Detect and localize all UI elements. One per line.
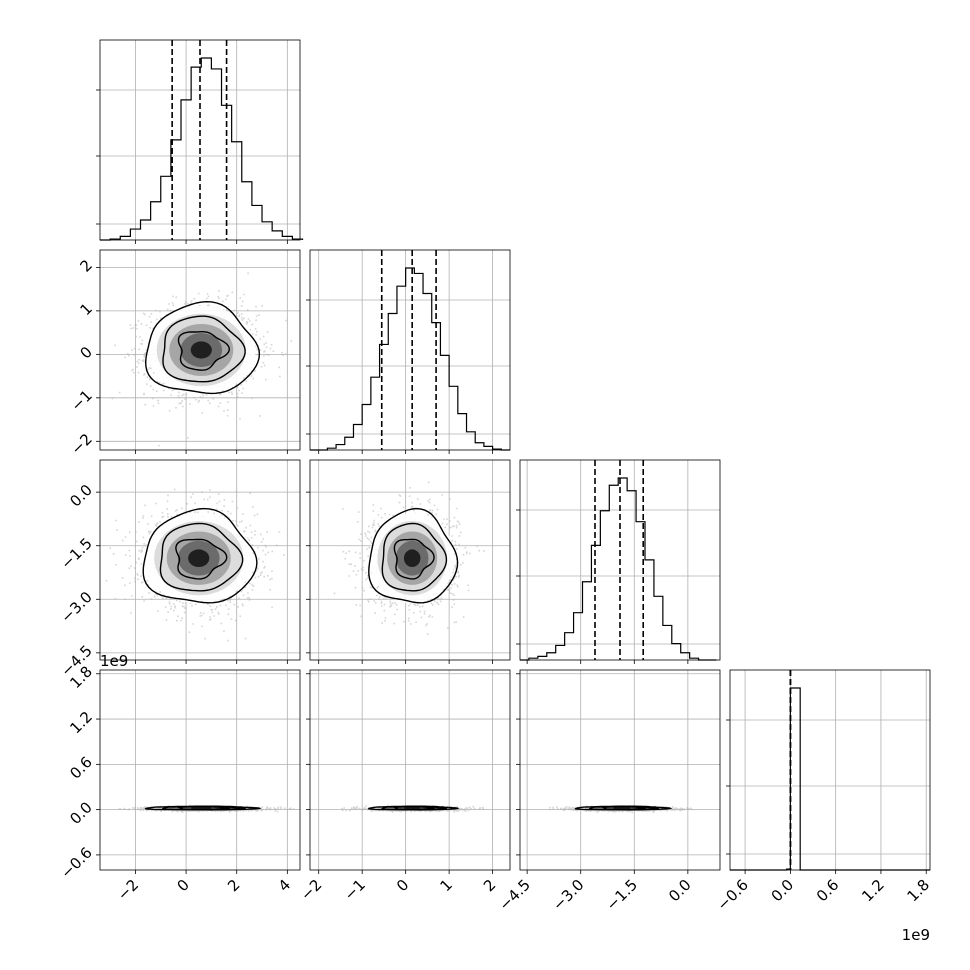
panel-frame	[519, 459, 721, 661]
y-tick-label: 2	[76, 256, 95, 275]
pair-content	[341, 804, 484, 813]
pair-panel-1-3	[306, 669, 511, 874]
y-tick-label: −0.6	[57, 844, 95, 882]
contour-line	[162, 315, 246, 383]
panel-frame	[99, 39, 301, 241]
y-tick-label: 1.2	[66, 708, 96, 738]
pair-panel-2-3	[516, 669, 721, 874]
y-offset-label: 1e9	[100, 652, 128, 670]
pair-content	[105, 488, 300, 642]
y-tick-label: 0.0	[66, 481, 96, 511]
density-level	[612, 806, 631, 810]
contour-line	[177, 805, 230, 811]
contour-line	[175, 538, 228, 580]
y-tick-label: 0.6	[66, 753, 96, 783]
pair-panel-0-2	[96, 459, 301, 664]
x-tick-label: 2	[224, 876, 243, 895]
contour-line	[393, 538, 435, 580]
y-tick-label: 0	[76, 343, 95, 362]
x-tick-label: −3.0	[549, 876, 587, 914]
panel-frame	[309, 669, 511, 871]
x-tick-label: −1.5	[603, 876, 641, 914]
contour-line	[177, 331, 230, 371]
histogram-panel-2	[516, 459, 721, 664]
histogram-panel-0	[96, 39, 304, 244]
x-tick-label: 4	[275, 876, 294, 895]
x-tick-label: 0.0	[768, 876, 798, 906]
panel-frame	[99, 249, 301, 451]
x-tick-label: 0.6	[813, 876, 843, 906]
histogram-step	[520, 477, 717, 661]
y-tick-label: −3.0	[57, 588, 95, 626]
y-tick-label: 0.0	[66, 798, 96, 828]
histogram-panel-3	[726, 669, 931, 874]
density-level	[403, 549, 421, 568]
x-tick-label: −2	[114, 876, 142, 904]
x-tick-label: −1	[341, 876, 369, 904]
density-level	[190, 341, 212, 359]
x-tick-label: −2	[297, 876, 325, 904]
x-tick-label: −4.5	[495, 876, 533, 914]
panel-frame	[519, 669, 721, 871]
pair-panel-0-1	[96, 249, 301, 454]
x-tick-label: 1.8	[903, 876, 933, 906]
contour-line	[142, 507, 258, 604]
pair-content	[333, 481, 485, 635]
contour-line	[393, 805, 435, 811]
histogram-step	[310, 267, 510, 451]
histogram-step	[730, 687, 930, 871]
panel-frame	[99, 459, 301, 661]
pair-content	[549, 805, 694, 814]
panel-frame	[309, 249, 511, 451]
contour-line	[602, 805, 646, 811]
pair-content	[118, 804, 295, 813]
panel-frame	[309, 459, 511, 661]
density-level	[188, 549, 210, 568]
pair-panel-0-3	[96, 669, 301, 874]
x-offset-label: 1e9	[902, 926, 930, 944]
y-tick-label: −1.5	[57, 534, 95, 572]
contour-line	[368, 507, 459, 604]
x-tick-label: 1	[436, 876, 455, 895]
pair-content	[111, 272, 293, 447]
contour-line	[159, 522, 244, 592]
x-tick-label: 1.2	[858, 876, 888, 906]
y-tick-label: 1	[76, 300, 95, 319]
contour-line	[144, 300, 261, 395]
y-tick-label: −1	[68, 387, 96, 415]
x-tick-label: 2	[480, 876, 499, 895]
x-tick-label: 0	[173, 876, 192, 895]
panel-frame	[99, 669, 301, 871]
contour-line	[381, 522, 448, 592]
density-level	[403, 806, 421, 810]
x-tick-label: 0.0	[665, 876, 695, 906]
pair-panel-1-2	[306, 459, 511, 664]
histogram-step	[100, 57, 304, 241]
density-level	[190, 806, 212, 810]
x-tick-label: 0	[393, 876, 412, 895]
panel-frame	[729, 669, 931, 871]
x-tick-label: −0.6	[713, 876, 751, 914]
histogram-panel-1	[306, 249, 511, 454]
y-tick-label: −2	[68, 430, 96, 458]
